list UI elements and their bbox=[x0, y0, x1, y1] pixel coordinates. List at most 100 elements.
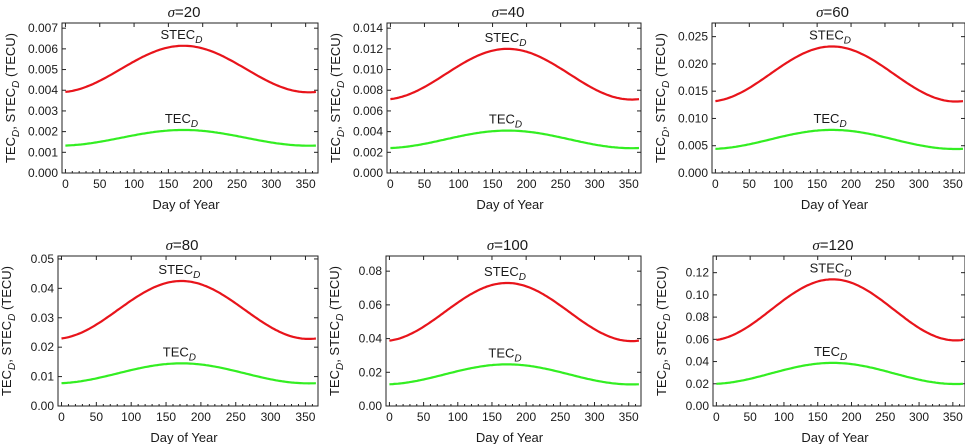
series-annotation-stec: STECD bbox=[161, 27, 203, 46]
y-tick-label: 0.04 bbox=[31, 281, 55, 295]
plot-frame bbox=[57, 255, 319, 407]
annotation-subscript: D bbox=[844, 35, 851, 46]
y-label-stec-subscript: D bbox=[662, 314, 673, 321]
chart-panel-2: σ=40 0 50 100 150 200 250 300 350 0.000 0.002 0.004… bbox=[328, 4, 642, 212]
x-tick-label: 0 bbox=[387, 177, 394, 191]
panel-title: σ=80 bbox=[166, 237, 199, 254]
annotation-subscript: D bbox=[514, 353, 521, 364]
x-tick-label: 150 bbox=[808, 410, 828, 424]
y-tick-label: 0.025 bbox=[678, 30, 708, 44]
annotation-text: TEC bbox=[163, 344, 189, 359]
y-label-tec: TEC bbox=[653, 137, 668, 163]
y-label-tec: TEC bbox=[654, 370, 669, 396]
y-label-stec: STEC bbox=[327, 321, 342, 356]
x-tick-label: 150 bbox=[156, 410, 176, 424]
series-line-stec bbox=[715, 45, 964, 103]
y-tick-label: 0.020 bbox=[678, 57, 708, 71]
annotation-subscript: D bbox=[844, 268, 851, 279]
y-tick-label: 0.008 bbox=[353, 83, 383, 97]
y-axis-label: TECD, STECD (TECU) bbox=[3, 33, 22, 163]
series-annotation-tec: TECD bbox=[813, 111, 846, 130]
y-label-stec: STEC bbox=[654, 321, 669, 356]
x-tick-label: 0 bbox=[58, 410, 65, 424]
series-line-tec bbox=[389, 363, 639, 386]
y-label-stec-subscript: D bbox=[11, 81, 22, 88]
annotation-subscript: D bbox=[189, 352, 196, 363]
annotation-text: STEC bbox=[810, 260, 845, 275]
series-line-stec bbox=[716, 278, 964, 342]
x-tick-label: 350 bbox=[619, 410, 639, 424]
y-tick-label: 0.005 bbox=[28, 63, 58, 77]
title-sigma-value: =20 bbox=[175, 4, 200, 21]
chart-panel-3: σ=60 0 50 100 150 200 250 300 350 0.000 0.005 0.010… bbox=[653, 4, 965, 212]
annotation-text: STEC bbox=[809, 27, 844, 42]
y-axis-label: TECD, STECD (TECU) bbox=[653, 33, 672, 163]
plot-frame bbox=[61, 22, 319, 174]
y-label-unit: (TECU) bbox=[327, 266, 342, 314]
x-tick-label: 100 bbox=[124, 177, 144, 191]
y-label-unit: (TECU) bbox=[328, 33, 343, 81]
x-tick-label: 300 bbox=[584, 410, 604, 424]
y-tick-label: 0.002 bbox=[28, 125, 58, 139]
y-tick-label: 0.005 bbox=[678, 139, 708, 153]
x-axis-label: Day of Year bbox=[801, 197, 869, 212]
y-label-tec-subscript: D bbox=[335, 363, 346, 370]
annotation-text: TEC bbox=[814, 344, 840, 359]
y-label-separator: , bbox=[0, 356, 14, 363]
x-tick-label: 50 bbox=[417, 410, 431, 424]
x-axis-label: Day of Year bbox=[150, 430, 218, 444]
y-label-tec: TEC bbox=[3, 137, 18, 163]
y-label-stec-subscript: D bbox=[661, 81, 672, 88]
y-label-unit: (TECU) bbox=[3, 33, 18, 81]
y-label-separator: , bbox=[654, 356, 669, 363]
y-tick-label: 0.02 bbox=[686, 377, 710, 391]
series-line-stec bbox=[390, 47, 640, 101]
annotation-subscript: D bbox=[515, 120, 522, 131]
annotation-text: TEC bbox=[488, 345, 514, 360]
x-tick-label: 350 bbox=[295, 410, 315, 424]
annotation-subscript: D bbox=[839, 119, 846, 130]
y-tick-label: 0.014 bbox=[353, 21, 383, 35]
x-tick-label: 200 bbox=[517, 177, 537, 191]
y-label-separator: , bbox=[327, 356, 342, 363]
x-tick-label: 250 bbox=[550, 410, 570, 424]
x-tick-label: 50 bbox=[743, 410, 757, 424]
x-tick-label: 0 bbox=[62, 177, 69, 191]
y-label-separator: , bbox=[328, 123, 343, 130]
title-sigma-symbol: σ bbox=[168, 5, 176, 21]
series-line-tec bbox=[390, 129, 640, 150]
y-label-tec: TEC bbox=[328, 137, 343, 163]
y-tick-label: 0.004 bbox=[353, 125, 383, 139]
x-tick-label: 150 bbox=[158, 177, 178, 191]
title-sigma-symbol: σ bbox=[812, 238, 820, 254]
annotation-subscript: D bbox=[195, 35, 202, 46]
series-annotation-stec: STECD bbox=[158, 262, 200, 281]
y-tick-label: 0.006 bbox=[28, 42, 58, 56]
x-tick-label: 300 bbox=[909, 410, 929, 424]
series-line-tec bbox=[65, 128, 316, 147]
y-tick-label: 0.04 bbox=[686, 355, 710, 369]
x-tick-label: 200 bbox=[191, 410, 211, 424]
x-tick-label: 200 bbox=[193, 177, 213, 191]
y-label-stec: STEC bbox=[0, 321, 14, 356]
plot-frame bbox=[385, 255, 642, 407]
y-tick-label: 0.000 bbox=[678, 166, 708, 180]
x-tick-label: 50 bbox=[418, 177, 432, 191]
y-axis-label: TECD, STECD (TECU) bbox=[654, 266, 673, 396]
y-tick-label: 0.00 bbox=[686, 399, 710, 413]
x-tick-label: 150 bbox=[483, 177, 503, 191]
x-tick-label: 250 bbox=[551, 177, 571, 191]
x-tick-label: 250 bbox=[227, 177, 247, 191]
x-tick-label: 250 bbox=[875, 410, 895, 424]
y-tick-label: 0.00 bbox=[31, 399, 55, 413]
series-line-tec bbox=[716, 361, 964, 386]
y-tick-label: 0.015 bbox=[678, 84, 708, 98]
title-sigma-value: =40 bbox=[499, 4, 524, 21]
x-tick-label: 200 bbox=[841, 177, 861, 191]
x-tick-label: 200 bbox=[841, 410, 861, 424]
plot-frame bbox=[386, 22, 642, 174]
y-label-unit: (TECU) bbox=[653, 33, 668, 81]
x-tick-label: 350 bbox=[296, 177, 316, 191]
y-tick-label: 0.000 bbox=[28, 166, 58, 180]
